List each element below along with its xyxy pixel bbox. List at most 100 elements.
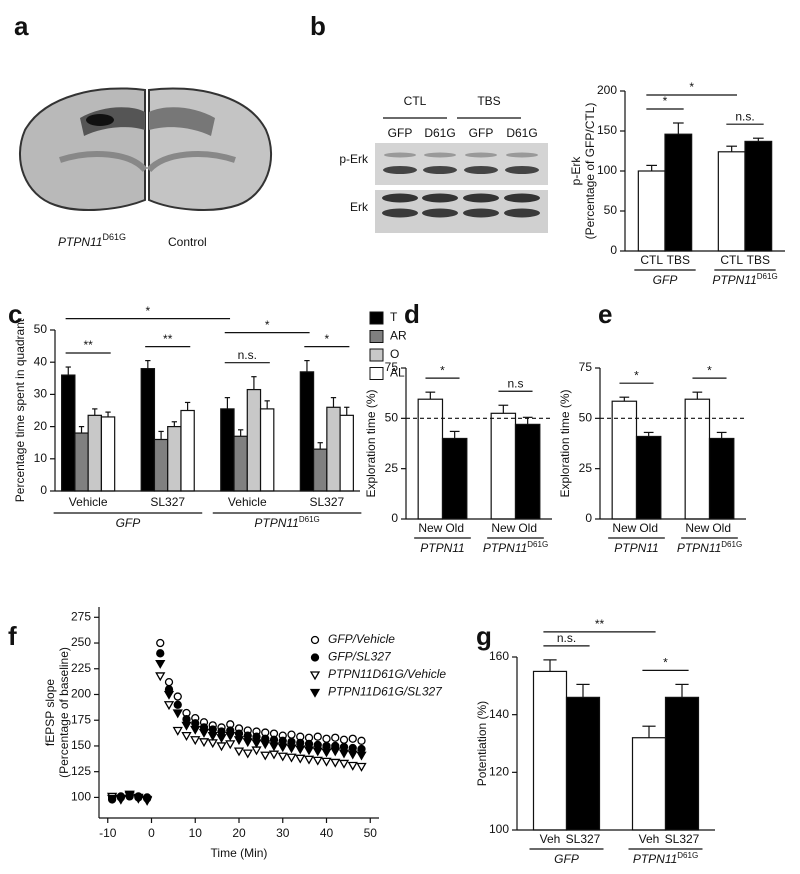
significance-label: n.s xyxy=(507,376,523,390)
y-tick-label: 225 xyxy=(71,661,91,675)
y-tick-label: 150 xyxy=(597,123,617,137)
legend-swatch xyxy=(369,367,384,380)
point xyxy=(172,726,183,736)
panel-letter: g xyxy=(476,621,492,651)
y-tick-label: 120 xyxy=(489,765,509,779)
point xyxy=(142,796,153,806)
blot-strip xyxy=(375,143,548,185)
error-bar xyxy=(158,430,164,440)
legend-marker xyxy=(310,635,320,645)
significance-label: * xyxy=(663,94,668,108)
error-bar xyxy=(576,683,590,698)
significance-label: * xyxy=(265,318,270,332)
point xyxy=(347,750,358,760)
y-tick-label: 0 xyxy=(40,483,47,497)
point xyxy=(234,729,244,738)
error-bar xyxy=(304,359,310,372)
significance-label: * xyxy=(145,304,150,318)
band xyxy=(506,152,538,158)
band xyxy=(422,193,458,203)
x-tick-label: New xyxy=(418,521,442,535)
point xyxy=(322,741,331,751)
y-tick-label: 140 xyxy=(489,707,509,721)
point xyxy=(260,740,271,750)
error-bar xyxy=(264,400,270,409)
point xyxy=(115,795,126,805)
point xyxy=(347,761,358,771)
x-tick-label: 0 xyxy=(148,826,155,840)
point xyxy=(225,732,236,741)
significance-label: n.s. xyxy=(238,348,257,362)
group-label: PTPN11D61G xyxy=(677,540,742,556)
x-tick-label: Veh xyxy=(639,832,660,846)
bar xyxy=(635,435,662,520)
y-axis-label: Exploration time (%) xyxy=(558,389,572,497)
brain-texture xyxy=(59,151,236,173)
point xyxy=(242,749,253,759)
point xyxy=(338,749,350,759)
bar xyxy=(74,432,89,492)
control-label: Control xyxy=(168,235,207,249)
point xyxy=(304,739,314,749)
legend-label: O xyxy=(390,347,399,361)
point xyxy=(356,751,367,761)
error-bar xyxy=(425,391,436,400)
panel-letter: f xyxy=(8,621,17,651)
error-bar xyxy=(692,391,703,400)
band xyxy=(504,193,540,203)
y-tick-label: 50 xyxy=(604,203,618,217)
point xyxy=(268,750,280,760)
y-tick-label: 250 xyxy=(71,635,91,649)
y-tick-label: 40 xyxy=(34,354,48,368)
point xyxy=(208,725,217,734)
error-bar xyxy=(675,683,689,698)
group-label: GFP xyxy=(554,852,579,866)
gene-name: GFP xyxy=(116,516,141,530)
bar xyxy=(664,133,693,252)
legend-label: AR xyxy=(390,329,407,343)
point xyxy=(181,721,192,731)
band xyxy=(463,193,499,203)
condition-label: CTL xyxy=(404,94,427,108)
hippocampus-right xyxy=(149,107,215,136)
allele: D61G xyxy=(527,540,548,549)
significance-label: n.s. xyxy=(557,631,576,645)
error-bar xyxy=(184,401,191,411)
row-label: Erk xyxy=(350,200,369,214)
panel-letter: d xyxy=(404,299,420,329)
gene-name: PTPN11 xyxy=(633,852,677,866)
error-bar xyxy=(330,397,337,408)
significance-label: * xyxy=(440,363,445,377)
right-hemisphere xyxy=(148,87,272,212)
left-hemisphere xyxy=(18,87,146,212)
band xyxy=(422,208,458,218)
error-bar xyxy=(344,406,350,416)
error-bar xyxy=(642,725,656,738)
x-tick-label: TBS xyxy=(747,253,770,267)
bar xyxy=(532,670,568,831)
bar xyxy=(299,371,315,492)
x-tick-label: 50 xyxy=(364,826,378,840)
lane-label: GFP xyxy=(469,126,494,140)
y-tick-label: 0 xyxy=(610,243,617,257)
condition-label: TBS xyxy=(477,94,500,108)
point xyxy=(155,659,166,669)
legend-marker xyxy=(309,671,321,681)
error-bar xyxy=(317,442,323,450)
y-axis-label: Exploration time (%) xyxy=(364,389,378,497)
group-label: PTPN11 xyxy=(614,541,658,555)
point xyxy=(331,733,340,742)
bar xyxy=(61,374,76,492)
panel-letter: b xyxy=(310,11,326,41)
error-bar xyxy=(498,404,509,414)
bar xyxy=(259,408,275,492)
point xyxy=(173,700,182,709)
band xyxy=(384,152,416,158)
y-tick-label: 100 xyxy=(71,790,91,804)
error-bar xyxy=(78,426,85,434)
y-tick-label: 150 xyxy=(71,738,91,752)
band xyxy=(424,152,456,158)
band xyxy=(505,166,539,174)
bar xyxy=(100,416,116,492)
